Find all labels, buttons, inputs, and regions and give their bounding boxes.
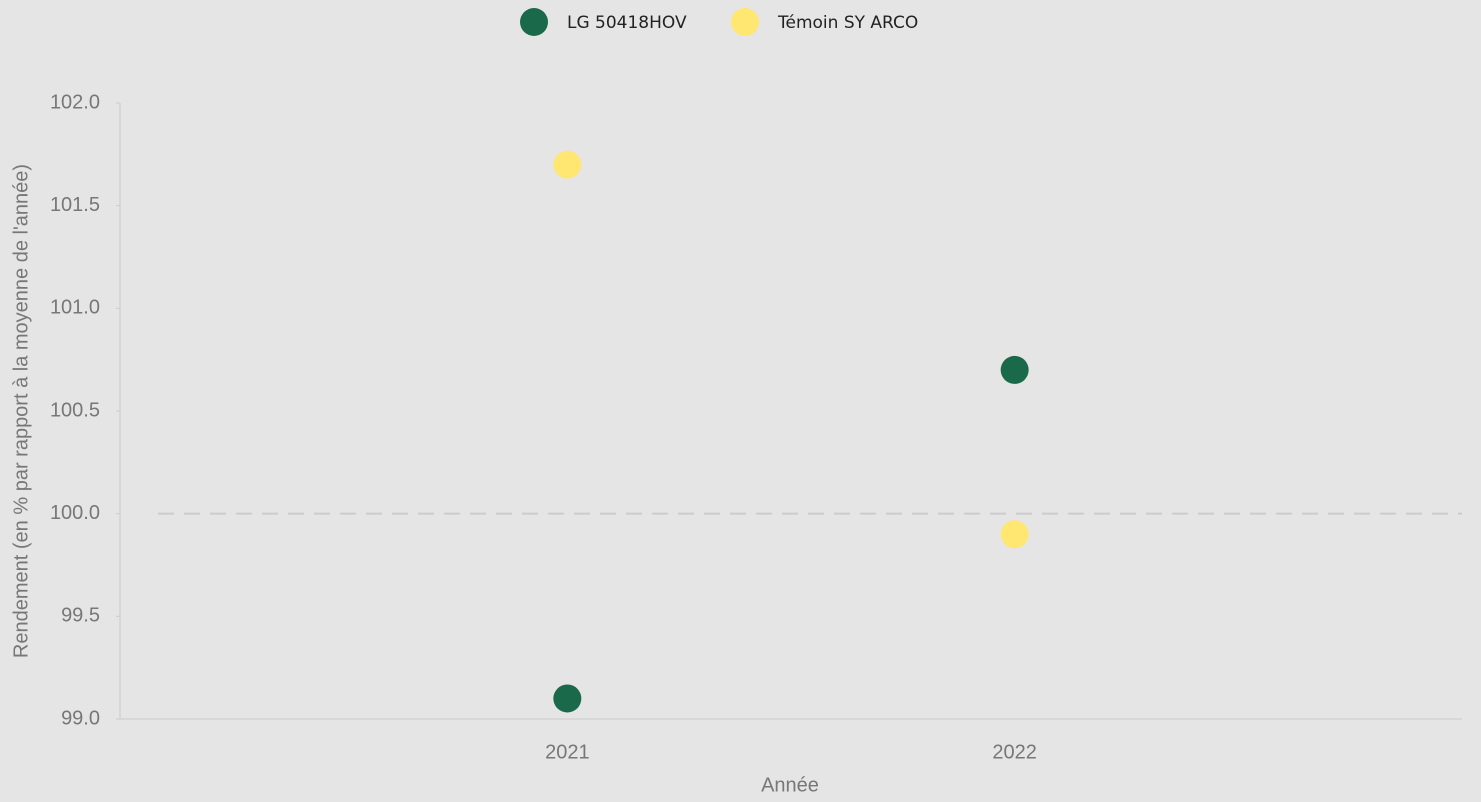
x-tick-label: 2022 <box>992 741 1037 763</box>
y-tick-label: 102.0 <box>50 91 100 113</box>
legend-label: LG 50418HOV <box>567 13 687 33</box>
x-tick-label: 2021 <box>545 741 590 763</box>
point <box>1000 520 1029 549</box>
x-axis-title: Année <box>761 774 819 796</box>
y-axis-title: Rendement (en % par rapport à la moyenne… <box>10 164 32 658</box>
legend: LG 50418HOV Témoin SY ARCO <box>520 8 918 36</box>
point <box>553 150 582 179</box>
legend-marker <box>520 8 548 36</box>
y-tick-label: 101.5 <box>50 194 100 216</box>
y-tick-label: 100.5 <box>50 399 100 421</box>
legend-marker <box>731 8 759 36</box>
y-tick-label: 100.0 <box>50 502 100 524</box>
y-tick-label: 99.5 <box>61 605 100 627</box>
y-tick-label: 101.0 <box>50 297 100 319</box>
legend-label: Témoin SY ARCO <box>777 13 918 33</box>
point <box>1000 355 1029 384</box>
y-tick-label: 99.0 <box>61 707 100 729</box>
point <box>553 684 582 713</box>
